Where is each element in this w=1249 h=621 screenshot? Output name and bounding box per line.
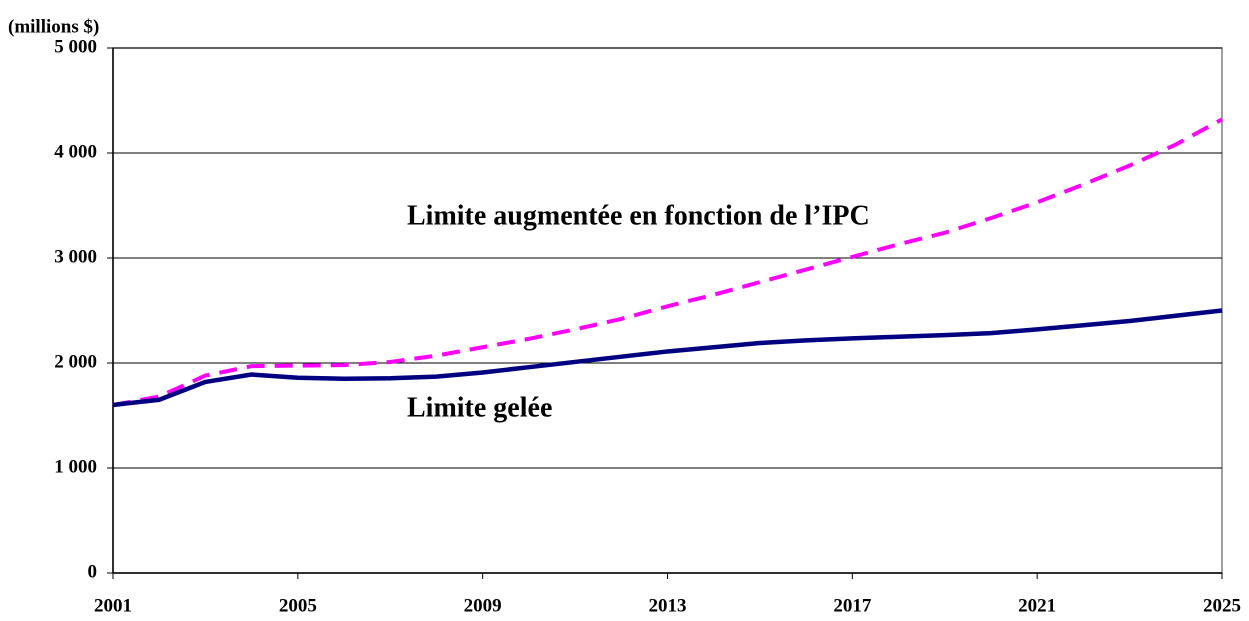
x-tick-label: 2001 [94,595,132,616]
y-tick-label: 4 000 [54,141,97,162]
y-tick-label: 1 000 [54,456,97,477]
series-label: Limite augmentée en fonction de l’IPC [407,200,870,231]
y-tick-label: 2 000 [54,351,97,372]
x-tick-label: 2013 [649,595,687,616]
x-tick-label: 2005 [279,595,317,616]
y-tick-label: 0 [88,561,98,582]
y-tick-label: 3 000 [54,246,97,267]
y-axis-label: (millions $) [8,16,99,37]
x-tick-label: 2009 [464,595,502,616]
series-line [112,308,1223,408]
x-tick-label: 2025 [1203,595,1241,616]
y-tick-label: 5 000 [54,36,97,57]
series-label: Limite gelée [407,392,552,423]
plot-frame [112,47,1223,574]
x-tick-label: 2017 [833,595,872,616]
series-line [112,117,1223,407]
x-tick-label: 2021 [1018,595,1056,616]
